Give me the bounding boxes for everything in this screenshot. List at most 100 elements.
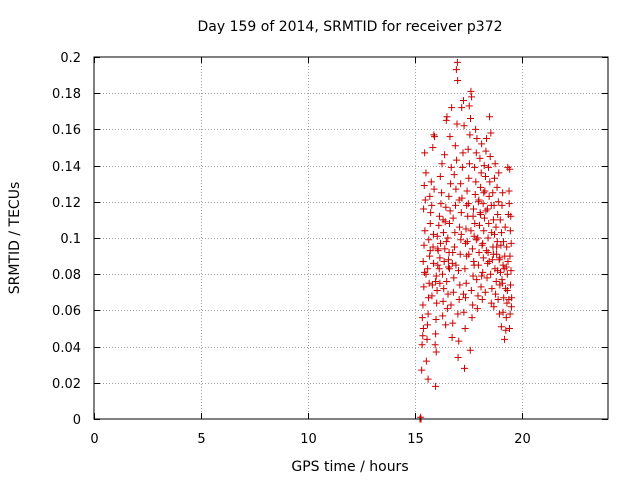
data-point — [432, 382, 440, 390]
data-point — [454, 353, 462, 361]
data-point — [477, 210, 485, 218]
data-point — [426, 192, 434, 200]
data-point — [458, 104, 466, 112]
data-point — [441, 245, 449, 253]
y-tick-label: 0.16 — [52, 123, 81, 138]
data-point — [471, 163, 479, 171]
data-point — [472, 236, 480, 244]
data-point — [427, 178, 435, 186]
data-point — [490, 303, 498, 311]
data-point — [498, 229, 506, 237]
data-point — [449, 214, 457, 222]
data-point — [481, 288, 489, 296]
y-tick-label: 0.04 — [52, 341, 81, 356]
data-point — [432, 277, 440, 285]
data-point — [452, 66, 460, 74]
data-point — [502, 263, 510, 271]
data-point — [428, 292, 436, 300]
plot-area-frame — [93, 56, 609, 420]
data-point — [460, 122, 468, 130]
data-point — [494, 267, 502, 275]
data-point — [505, 325, 513, 332]
data-point — [468, 93, 476, 101]
data-point — [425, 294, 433, 302]
data-point — [435, 221, 443, 229]
x-axis-ticks: 0 5 10 15 20 — [90, 57, 531, 447]
data-point — [446, 220, 454, 228]
data-point — [420, 205, 428, 213]
data-point — [472, 125, 480, 133]
chart-title: Day 159 of 2014, SRMTID for receiver p37… — [197, 19, 502, 35]
y-tick-label: 0 — [73, 413, 81, 428]
data-point — [482, 207, 490, 215]
data-point — [442, 238, 450, 246]
data-points — [416, 58, 516, 423]
data-point — [456, 223, 464, 231]
data-point — [499, 308, 507, 316]
data-point — [461, 325, 469, 332]
data-point — [436, 172, 444, 180]
data-point — [466, 131, 474, 139]
data-point — [497, 241, 505, 249]
data-point — [445, 192, 453, 200]
data-point — [430, 131, 438, 139]
data-point — [429, 144, 437, 151]
data-point — [472, 178, 480, 186]
data-point — [475, 248, 483, 256]
data-point — [437, 200, 445, 208]
data-point — [447, 301, 455, 309]
data-point — [438, 160, 446, 168]
data-point — [420, 283, 428, 291]
data-point — [480, 162, 488, 170]
data-point — [436, 254, 444, 262]
data-point — [487, 270, 495, 278]
data-point — [486, 113, 494, 121]
data-point — [455, 196, 463, 204]
data-point — [448, 334, 456, 342]
data-point — [489, 216, 497, 224]
data-point — [467, 87, 475, 95]
data-point — [459, 96, 467, 104]
data-point — [442, 203, 450, 211]
data-point — [424, 310, 432, 318]
data-point — [494, 210, 502, 218]
data-point — [487, 299, 495, 307]
data-point — [485, 192, 493, 200]
data-point — [452, 201, 460, 209]
data-point — [502, 326, 510, 334]
x-tick-label: 10 — [300, 432, 317, 447]
data-point — [505, 200, 513, 208]
data-point — [441, 151, 449, 159]
y-tick-label: 0.18 — [52, 87, 81, 102]
data-point — [428, 281, 436, 289]
data-point — [505, 187, 513, 195]
data-point — [486, 178, 494, 186]
data-point — [489, 189, 497, 197]
data-point — [495, 256, 503, 264]
data-point — [459, 290, 467, 298]
data-point — [449, 248, 457, 256]
data-point — [498, 276, 506, 284]
data-point — [432, 348, 440, 356]
data-point — [457, 230, 465, 238]
data-point — [501, 335, 509, 343]
data-point — [478, 272, 486, 280]
data-point — [492, 223, 500, 231]
data-point — [481, 172, 489, 180]
data-point — [506, 252, 514, 260]
data-point — [469, 212, 477, 220]
data-point — [494, 296, 502, 304]
data-point — [453, 120, 461, 128]
data-point — [492, 277, 500, 285]
data-point — [419, 301, 427, 309]
data-point — [455, 296, 463, 304]
y-axis-ticks: 0 0.02 0.04 0.06 0.08 0.1 0.12 0.14 0.16 0.18 0.2 — [52, 51, 608, 428]
data-point — [464, 145, 472, 153]
data-point — [480, 214, 488, 222]
data-point — [474, 198, 482, 206]
y-tick-label: 0.08 — [52, 268, 81, 283]
data-point — [463, 201, 471, 209]
data-point — [455, 267, 463, 275]
data-point — [440, 229, 448, 237]
